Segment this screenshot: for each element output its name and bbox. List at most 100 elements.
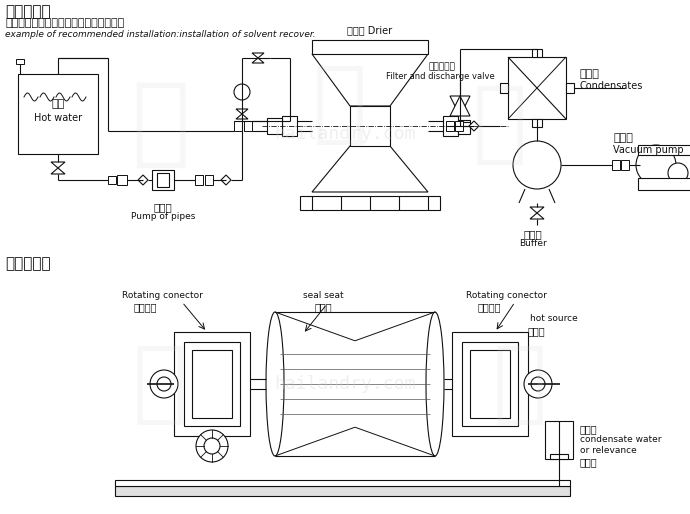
Bar bbox=[117, 175, 127, 185]
Polygon shape bbox=[252, 58, 264, 63]
Text: example of recommended installation:installation of solvent recover.: example of recommended installation:inst… bbox=[5, 30, 315, 39]
Text: 燥: 燥 bbox=[473, 80, 527, 168]
Circle shape bbox=[234, 84, 250, 100]
Text: Vacuum pump: Vacuum pump bbox=[613, 145, 684, 155]
Circle shape bbox=[668, 163, 688, 183]
Bar bbox=[446, 121, 454, 131]
Circle shape bbox=[150, 370, 178, 398]
Ellipse shape bbox=[426, 312, 444, 456]
Bar bbox=[244, 121, 252, 131]
Polygon shape bbox=[252, 53, 264, 58]
Bar bbox=[350, 106, 390, 146]
Polygon shape bbox=[312, 54, 428, 106]
Text: Hot water: Hot water bbox=[34, 113, 82, 123]
Bar bbox=[458, 120, 470, 132]
Text: Buffer: Buffer bbox=[519, 239, 547, 248]
Bar bbox=[234, 121, 242, 131]
Bar bbox=[152, 170, 174, 190]
Bar bbox=[508, 57, 566, 119]
Circle shape bbox=[204, 438, 220, 454]
Text: 冷凝器: 冷凝器 bbox=[580, 69, 600, 79]
Text: 密封座: 密封座 bbox=[315, 302, 333, 312]
Bar bbox=[532, 119, 542, 127]
Text: or relevance: or relevance bbox=[580, 446, 637, 455]
Polygon shape bbox=[530, 213, 544, 219]
Bar bbox=[108, 176, 116, 184]
Text: 或回流: 或回流 bbox=[580, 457, 598, 467]
Polygon shape bbox=[236, 114, 248, 119]
Bar bbox=[205, 175, 213, 185]
Text: Filter and discharge valve: Filter and discharge valve bbox=[386, 72, 494, 81]
Bar bbox=[174, 332, 250, 436]
Text: 冷凝器: 冷凝器 bbox=[580, 424, 598, 434]
Bar bbox=[195, 175, 203, 185]
Text: 缓冲罐: 缓冲罐 bbox=[524, 229, 542, 239]
Bar bbox=[157, 173, 169, 187]
Text: Rotating conector: Rotating conector bbox=[122, 291, 203, 300]
Text: 旋转接头: 旋转接头 bbox=[134, 302, 157, 312]
Ellipse shape bbox=[266, 312, 284, 456]
Text: 过滤放空阀: 过滤放空阀 bbox=[428, 62, 455, 71]
Bar bbox=[16, 59, 24, 64]
Bar bbox=[470, 350, 510, 418]
Bar bbox=[566, 83, 574, 93]
Text: 进热源: 进热源 bbox=[528, 326, 546, 336]
Text: 管道泵: 管道泵 bbox=[154, 202, 172, 212]
Bar bbox=[462, 342, 518, 426]
Bar bbox=[638, 178, 690, 190]
Circle shape bbox=[636, 145, 676, 185]
Polygon shape bbox=[530, 207, 544, 213]
Text: seal seat: seal seat bbox=[303, 291, 344, 300]
Text: hailandry.com: hailandry.com bbox=[275, 375, 415, 393]
Polygon shape bbox=[138, 175, 148, 185]
Text: 燥: 燥 bbox=[493, 340, 547, 428]
Polygon shape bbox=[312, 146, 428, 192]
Text: 海: 海 bbox=[133, 340, 187, 428]
Polygon shape bbox=[51, 168, 65, 174]
Text: Pump of pipes: Pump of pipes bbox=[131, 212, 195, 221]
Text: condensate water: condensate water bbox=[580, 435, 662, 444]
Bar bbox=[300, 196, 440, 210]
Text: 海: 海 bbox=[131, 78, 189, 171]
Bar bbox=[532, 49, 542, 57]
Text: 简易结构图: 简易结构图 bbox=[5, 256, 50, 271]
Bar bbox=[458, 122, 470, 134]
Bar bbox=[612, 160, 620, 170]
Circle shape bbox=[513, 141, 561, 189]
Text: hot source: hot source bbox=[530, 314, 578, 323]
Text: 推荐的工艺安置示范：溶剂回收工艺安置: 推荐的工艺安置示范：溶剂回收工艺安置 bbox=[5, 18, 124, 28]
Bar bbox=[452, 332, 528, 436]
Polygon shape bbox=[221, 175, 231, 185]
Bar bbox=[267, 118, 282, 134]
Bar bbox=[455, 121, 463, 131]
Bar bbox=[115, 486, 570, 496]
Circle shape bbox=[524, 370, 552, 398]
Text: Rotating conector: Rotating conector bbox=[466, 291, 547, 300]
Bar bbox=[550, 454, 568, 459]
Bar bbox=[621, 160, 629, 170]
Text: 干燥机 Drier: 干燥机 Drier bbox=[348, 25, 393, 35]
Bar bbox=[184, 342, 240, 426]
Circle shape bbox=[196, 430, 228, 462]
Polygon shape bbox=[51, 162, 65, 168]
Text: Condensates: Condensates bbox=[580, 81, 643, 91]
Text: 热水: 热水 bbox=[51, 99, 65, 109]
Bar bbox=[545, 421, 573, 459]
Text: 旋转接头: 旋转接头 bbox=[478, 302, 502, 312]
Text: 澳: 澳 bbox=[313, 60, 367, 148]
Bar bbox=[18, 74, 98, 154]
Text: 真空泵: 真空泵 bbox=[613, 133, 633, 143]
Bar bbox=[443, 116, 458, 136]
Circle shape bbox=[531, 377, 545, 391]
Polygon shape bbox=[450, 96, 470, 116]
Bar bbox=[115, 480, 570, 486]
Text: 安装示意图: 安装示意图 bbox=[5, 4, 50, 19]
Polygon shape bbox=[469, 121, 479, 131]
Circle shape bbox=[157, 377, 171, 391]
Bar bbox=[192, 350, 232, 418]
Bar bbox=[312, 40, 428, 54]
Polygon shape bbox=[450, 96, 470, 116]
Bar bbox=[500, 83, 508, 93]
Bar bbox=[638, 145, 690, 155]
Polygon shape bbox=[236, 109, 248, 114]
